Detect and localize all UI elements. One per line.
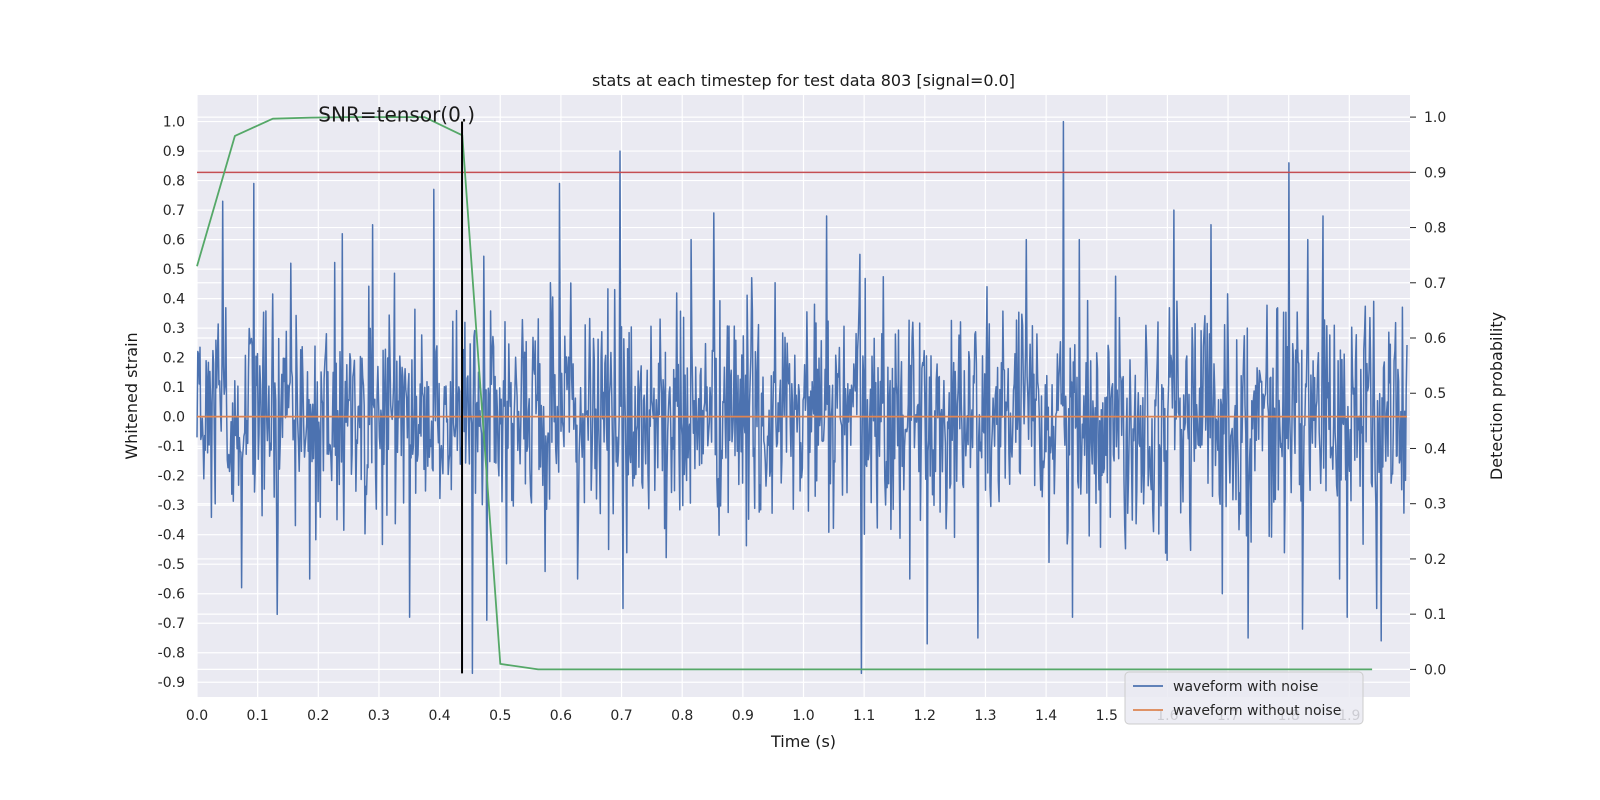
snr-annotation: SNR=tensor(0.) <box>318 103 475 127</box>
x-tick-label: 0.3 <box>368 708 390 724</box>
x-tick-label: 0.7 <box>610 708 632 724</box>
y2-tick-label: 1.0 <box>1424 110 1446 126</box>
y-tick-label: 0.6 <box>163 233 185 249</box>
y-tick-label: 0.5 <box>163 262 185 278</box>
legend-label-noisy: waveform with noise <box>1173 679 1318 695</box>
y-tick-label: 0.8 <box>163 174 185 190</box>
y2-tick-label: 0.7 <box>1424 276 1446 292</box>
y-tick-label: -0.2 <box>158 469 185 485</box>
y-axis-label: Whitened strain <box>122 332 141 459</box>
legend-label-clean: waveform without noise <box>1173 703 1341 719</box>
y-tick-label: 0.1 <box>163 380 185 396</box>
x-axis-label: Time (s) <box>770 732 836 751</box>
y2-tick-label: 0.1 <box>1424 607 1446 623</box>
y2-tick-label: 0.5 <box>1424 386 1446 402</box>
x-tick-label: 1.1 <box>853 708 875 724</box>
y2-axis-label: Detection probability <box>1487 312 1506 480</box>
y2-tick-label: 0.6 <box>1424 331 1446 347</box>
y-tick-label: 0.2 <box>163 351 185 367</box>
series-waveform-with-noise <box>196 120 1408 675</box>
x-tick-label: 1.5 <box>1096 708 1118 724</box>
x-tick-label: 0.8 <box>671 708 693 724</box>
series-detection-probability <box>196 116 1373 671</box>
y-tick-label: 0.7 <box>163 203 185 219</box>
x-tick-label: 0.9 <box>732 708 754 724</box>
y-tick-label: 0.3 <box>163 321 185 337</box>
y-tick-label: -0.7 <box>158 616 185 632</box>
y-tick-label: -0.3 <box>158 498 185 514</box>
y-tick-label: -0.4 <box>158 528 185 544</box>
y2-tick-label: 0.2 <box>1424 552 1446 568</box>
y2-axis-ticks: 1.0 0.9 0.8 0.7 0.6 0.5 0.4 0.3 0.2 0.1 0.0 <box>1410 110 1446 678</box>
x-tick-label: 0.2 <box>307 708 329 724</box>
x-tick-label: 1.2 <box>914 708 936 724</box>
y-tick-label: -0.5 <box>158 557 185 573</box>
legend-box <box>1124 671 1364 725</box>
x-tick-label: 0.1 <box>247 708 269 724</box>
y-tick-label: -0.1 <box>158 439 185 455</box>
y-tick-label: -0.9 <box>158 675 185 691</box>
x-tick-label: 0.0 <box>186 708 208 724</box>
x-tick-label: 1.4 <box>1035 708 1057 724</box>
x-tick-label: 0.5 <box>489 708 511 724</box>
y2-tick-label: 0.3 <box>1424 497 1446 513</box>
x-tick-label: 1.3 <box>974 708 996 724</box>
x-tick-label: 0.6 <box>550 708 572 724</box>
legend: waveform with noise waveform without noi… <box>1124 671 1364 725</box>
y-tick-label: 0.9 <box>163 144 185 160</box>
y-tick-label: -0.8 <box>158 646 185 662</box>
y-tick-label: 1.0 <box>163 115 185 131</box>
x-tick-label: 0.4 <box>428 708 450 724</box>
chart-title: stats at each timestep for test data 803… <box>592 71 1015 90</box>
series-layer <box>196 116 1410 675</box>
x-tick-label: 1.0 <box>792 708 814 724</box>
y2-tick-label: 0.0 <box>1424 662 1446 678</box>
y-tick-label: 0.0 <box>163 410 185 426</box>
y2-tick-label: 0.9 <box>1424 165 1446 181</box>
y2-tick-label: 0.8 <box>1424 221 1446 237</box>
y2-tick-label: 0.4 <box>1424 441 1446 457</box>
y-tick-label: 0.4 <box>163 292 185 308</box>
y-tick-label: -0.6 <box>158 587 185 603</box>
y-axis-ticks: 1.0 0.9 0.8 0.7 0.6 0.5 0.4 0.3 0.2 0.1 0.0 -0.1 -0.… <box>158 115 185 692</box>
